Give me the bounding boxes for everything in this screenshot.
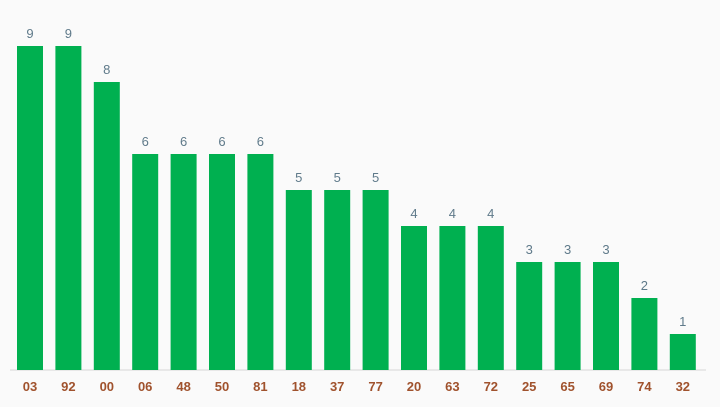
bar-65: [554, 262, 581, 370]
x-tick-label-63: 63: [445, 379, 459, 394]
value-label-63: 4: [449, 206, 456, 221]
value-label-06: 6: [142, 134, 149, 149]
x-tick-label-92: 92: [61, 379, 75, 394]
bar-00: [93, 82, 120, 370]
value-label-74: 2: [641, 278, 648, 293]
x-tick-label-77: 77: [368, 379, 382, 394]
bar-32: [669, 334, 696, 370]
value-label-03: 9: [26, 26, 33, 41]
bars-layer: [17, 46, 696, 370]
x-tick-label-50: 50: [215, 379, 229, 394]
value-label-69: 3: [602, 242, 609, 257]
value-label-77: 5: [372, 170, 379, 185]
x-tick-label-65: 65: [560, 379, 574, 394]
bar-69: [593, 262, 619, 370]
bar-63: [439, 226, 466, 370]
bar-25: [516, 262, 543, 370]
x-tick-label-32: 32: [676, 379, 690, 394]
x-tick-label-74: 74: [637, 379, 652, 394]
bar-03: [17, 46, 43, 370]
bar-81: [247, 154, 274, 370]
value-label-37: 5: [334, 170, 341, 185]
value-labels-layer: 9 9 8 6 6 6 6 5 5 5 4 4 4 3 3 3 2 1: [26, 26, 686, 329]
value-label-48: 6: [180, 134, 187, 149]
value-label-00: 8: [103, 62, 110, 77]
value-label-18: 5: [295, 170, 302, 185]
value-label-92: 9: [65, 26, 72, 41]
bar-72: [477, 226, 504, 370]
bar-48: [170, 154, 197, 370]
x-tick-label-81: 81: [253, 379, 267, 394]
value-label-25: 3: [526, 242, 533, 257]
bar-18: [285, 190, 312, 370]
value-label-81: 6: [257, 134, 264, 149]
x-tick-labels-layer: 03 92 00 06 48 50 81 18 37 77 20 63 72 25 65 69 74 32: [23, 379, 690, 394]
value-label-32: 1: [679, 314, 686, 329]
x-tick-label-18: 18: [292, 379, 306, 394]
value-label-72: 4: [487, 206, 494, 221]
x-tick-label-20: 20: [407, 379, 421, 394]
x-tick-label-06: 06: [138, 379, 152, 394]
x-tick-label-00: 00: [100, 379, 114, 394]
x-tick-label-25: 25: [522, 379, 536, 394]
bar-92: [55, 46, 82, 370]
x-tick-label-37: 37: [330, 379, 344, 394]
value-label-65: 3: [564, 242, 571, 257]
bar-77: [362, 190, 389, 370]
bar-74: [631, 298, 658, 370]
bar-50: [209, 154, 235, 370]
bar-06: [132, 154, 159, 370]
value-label-50: 6: [218, 134, 225, 149]
bar-20: [401, 226, 427, 370]
x-tick-label-72: 72: [484, 379, 498, 394]
x-tick-label-69: 69: [599, 379, 613, 394]
x-tick-label-48: 48: [176, 379, 190, 394]
value-label-20: 4: [410, 206, 417, 221]
bar-37: [324, 190, 351, 370]
x-tick-label-03: 03: [23, 379, 37, 394]
